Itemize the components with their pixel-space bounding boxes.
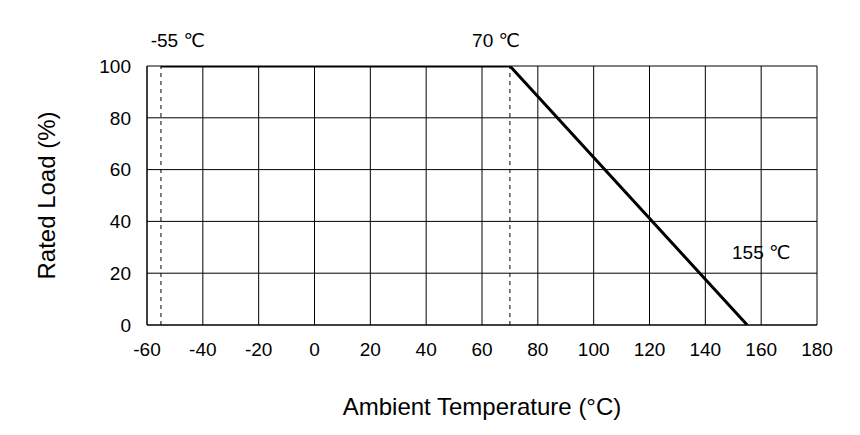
svg-text:70 ℃: 70 ℃ xyxy=(472,30,520,51)
svg-text:Ambient Temperature (°C): Ambient Temperature (°C) xyxy=(343,393,622,420)
svg-text:20: 20 xyxy=(110,263,131,284)
svg-text:20: 20 xyxy=(360,339,381,360)
svg-text:40: 40 xyxy=(110,211,131,232)
svg-text:-55 ℃: -55 ℃ xyxy=(151,30,205,51)
svg-text:-20: -20 xyxy=(245,339,272,360)
svg-text:-40: -40 xyxy=(189,339,216,360)
svg-text:40: 40 xyxy=(416,339,437,360)
svg-text:60: 60 xyxy=(471,339,492,360)
svg-text:140: 140 xyxy=(689,339,721,360)
svg-text:60: 60 xyxy=(110,159,131,180)
svg-text:0: 0 xyxy=(120,315,131,336)
svg-text:80: 80 xyxy=(110,108,131,129)
svg-text:160: 160 xyxy=(745,339,777,360)
svg-text:Rated Load (%): Rated Load (%) xyxy=(33,111,60,279)
svg-text:80: 80 xyxy=(527,339,548,360)
svg-text:180: 180 xyxy=(801,339,833,360)
svg-text:-60: -60 xyxy=(133,339,160,360)
svg-text:155 ℃: 155 ℃ xyxy=(732,242,790,263)
svg-text:0: 0 xyxy=(309,339,320,360)
svg-text:100: 100 xyxy=(578,339,610,360)
svg-text:120: 120 xyxy=(634,339,666,360)
svg-text:100: 100 xyxy=(99,56,131,77)
